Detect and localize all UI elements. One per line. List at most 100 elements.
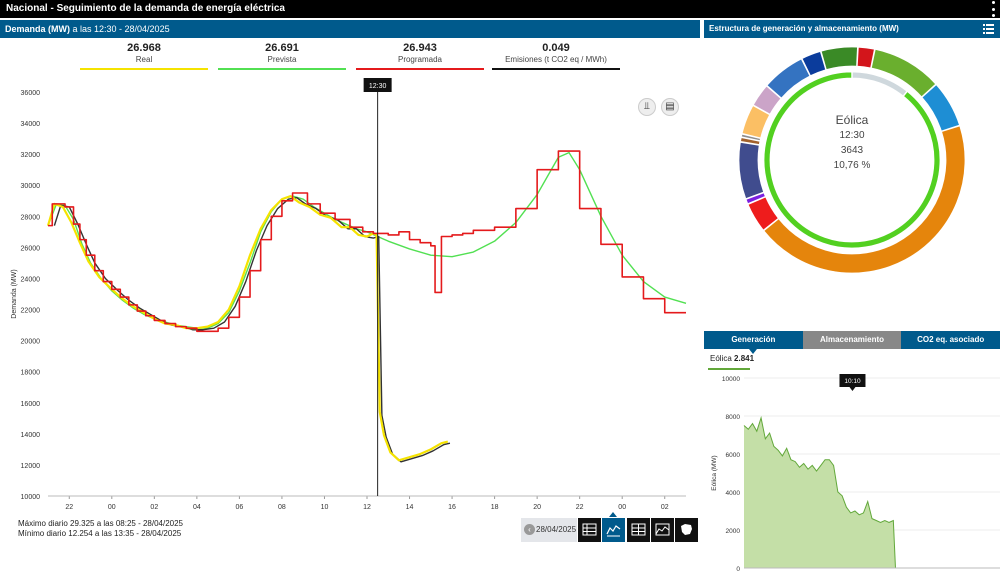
demand-chart[interactable]: 10000 12000 14000 16000 18000 20000 22000 24000… — [0, 72, 700, 512]
x-tick-label: 10 — [321, 504, 329, 511]
table-view-button[interactable] — [578, 518, 601, 542]
y-axis-label: Demanda (MW) — [11, 269, 18, 318]
y-tick-label: 2000 — [726, 528, 741, 535]
sub-chart-tabs: Generación Almacenamiento CO2 eq. asocia… — [704, 331, 1000, 354]
donut-center-time: 12:30 — [839, 130, 865, 141]
cursor-label-box — [363, 78, 392, 92]
x-tick-label: 14 — [406, 504, 414, 511]
legend-real-swatch — [80, 68, 208, 70]
donut-outer-slice — [856, 46, 875, 69]
series-prevista-line — [47, 151, 687, 329]
x-tick-label: 20 — [533, 504, 541, 511]
legend-programada-value: 26.943 — [403, 42, 437, 54]
spain-map-icon — [681, 524, 692, 535]
legend-emisiones-label: Emisiones (t CO2 eq / MWh) — [505, 55, 607, 64]
tab-almacenamiento-label: Almacenamiento — [819, 335, 885, 344]
x-tick-label: 12 — [363, 504, 371, 511]
generation-structure-donut[interactable] — [704, 40, 1000, 330]
sub-cursor-pointer — [849, 387, 856, 391]
eolica-legend-name: Eólica — [710, 354, 732, 363]
tab-co2-label: CO2 eq. asociado — [917, 335, 985, 344]
demand-panel-header: Demanda (MW) a las 12:30 - 28/04/2025 — [0, 20, 700, 38]
tab-generacion[interactable]: Generación — [704, 331, 803, 354]
tab-co2[interactable]: CO2 eq. asociado — [901, 331, 1000, 349]
donut-outer-slice — [738, 141, 765, 200]
donut-outer-slice — [763, 125, 966, 274]
min-daily-info: Mínimo diario 12.254 a las 13:35 - 28/04… — [18, 529, 182, 538]
legend-prevista-swatch — [218, 68, 346, 70]
y-tick-label: 24000 — [21, 276, 41, 283]
tab-generacion-label: Generación — [731, 335, 776, 344]
y-axis-label: Eólica (MW) — [711, 455, 718, 490]
donut-center-value: 3643 — [840, 145, 864, 156]
legend-real-value: 26.968 — [127, 42, 161, 54]
y-tick-label: 20000 — [21, 339, 41, 346]
legend-emisiones-value: 0.049 — [542, 42, 570, 54]
x-tick-label: 02 — [150, 504, 158, 511]
x-tick-label: 22 — [65, 504, 73, 511]
y-tick-label: 32000 — [21, 152, 41, 159]
app-title-bar: Nacional - Seguimiento de la demanda de … — [0, 0, 1000, 18]
max-daily-info: Máximo diario 29.325 a las 08:25 - 28/04… — [18, 519, 183, 528]
donut-outer-slice — [820, 46, 858, 71]
legend-emisiones-swatch — [492, 68, 620, 70]
y-tick-label: 0 — [736, 566, 740, 573]
y-tick-label: 10000 — [722, 376, 740, 383]
x-tick-label: 08 — [278, 504, 286, 511]
legend-real[interactable]: 26.968 Real — [80, 42, 208, 70]
map-view-button[interactable] — [675, 518, 698, 542]
donut-outer-slice — [741, 105, 771, 139]
date-value: 28/04/2025 — [536, 525, 577, 534]
area-chart-icon — [655, 523, 670, 536]
stacked-chart-view-button[interactable] — [651, 518, 674, 542]
series-programada-line — [48, 150, 686, 333]
legend-real-label: Real — [135, 55, 153, 64]
legend-programada-swatch — [356, 68, 484, 70]
donut-outer-slice — [740, 133, 761, 142]
x-tick-label: 22 — [576, 504, 584, 511]
chart-view-button[interactable] — [602, 518, 625, 542]
eolica-legend[interactable]: Eólica 2.841 — [710, 354, 754, 363]
y-tick-label: 16000 — [21, 401, 41, 408]
legend-prevista-value: 26.691 — [265, 42, 299, 54]
more-options-icon[interactable] — [992, 1, 996, 17]
active-view-caret — [609, 512, 617, 517]
donut-inner-slice — [763, 71, 941, 249]
donut-outer-slice — [740, 137, 761, 146]
chevron-left-icon[interactable]: ‹ — [524, 524, 535, 535]
eolica-chart[interactable]: 0 2000 4000 6000 8000 10000 Eólica (MW) 10:10 — [704, 372, 1000, 578]
x-tick-label: 18 — [491, 504, 499, 511]
sub-cursor-label: 10:10 — [844, 378, 861, 385]
donut-outer-slice — [752, 85, 782, 115]
wind-turbine-icon[interactable]: ⫫ — [638, 98, 656, 116]
donut-center-percent: 10,76 % — [833, 160, 871, 171]
legend-prevista[interactable]: 26.691 Prevista — [218, 42, 346, 70]
split-table-view-button[interactable] — [627, 518, 650, 542]
cursor-label: 12:30 — [369, 83, 387, 90]
active-tab-caret — [749, 349, 758, 354]
donut-center-name: Eólica — [835, 113, 869, 127]
factory-icon[interactable]: ▤ — [661, 98, 679, 116]
split-table-icon — [631, 523, 646, 536]
x-tick-label: 04 — [193, 504, 201, 511]
eolica-legend-value: 2.841 — [734, 354, 755, 363]
donut-outer-slice — [747, 196, 779, 231]
y-tick-label: 22000 — [21, 308, 41, 315]
donut-outer-slice — [870, 48, 937, 98]
donut-outer-slice — [745, 192, 766, 205]
eolica-area — [744, 417, 1000, 568]
donut-outer-slice — [766, 58, 811, 99]
tab-almacenamiento[interactable]: Almacenamiento — [802, 331, 902, 349]
demand-subtitle: a las 12:30 - 28/04/2025 — [70, 24, 170, 34]
structure-panel-header: Estructura de generación y almacenamient… — [704, 20, 1000, 38]
y-tick-label: 10000 — [21, 494, 41, 501]
legend-emisiones[interactable]: 0.049 Emisiones (t CO2 eq / MWh) — [492, 42, 620, 70]
legend-prevista-label: Prevista — [267, 55, 297, 64]
legend-programada[interactable]: 26.943 Programada — [356, 42, 484, 70]
list-menu-icon[interactable] — [983, 24, 994, 34]
legend-programada-label: Programada — [397, 55, 443, 64]
demand-title: Demanda (MW) — [5, 24, 70, 34]
y-tick-label: 14000 — [21, 432, 41, 439]
donut-outer-slice — [801, 51, 827, 77]
date-selector[interactable]: ‹ 28/04/2025 — [521, 518, 577, 542]
